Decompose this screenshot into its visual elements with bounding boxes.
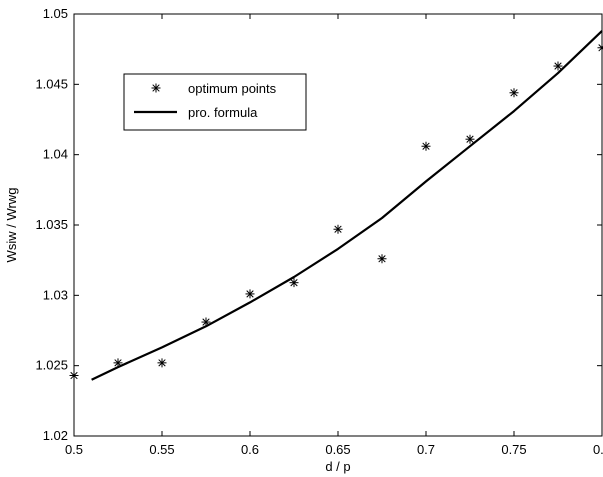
data-point-optimum: [553, 61, 563, 71]
data-point-optimum: [597, 43, 603, 53]
y-axis-label: Wsiw / Wrwg: [4, 188, 19, 263]
data-point-optimum: [333, 224, 343, 234]
y-tick-label: 1.03: [43, 287, 68, 302]
data-point-optimum: [509, 88, 519, 98]
legend-asterisk-icon: [151, 83, 161, 93]
data-point-optimum: [465, 134, 475, 144]
series-line-pro-formula: [91, 30, 603, 381]
x-tick-label: 0.6: [241, 442, 259, 457]
y-axis: 1.02 1.025 1.03 1.035 1.04 1.045 1.05: [35, 6, 602, 443]
x-tick-label: 0.65: [325, 442, 350, 457]
x-tick-label: 0.75: [501, 442, 526, 457]
y-tick-label: 1.035: [35, 217, 68, 232]
x-tick-label: 0.55: [149, 442, 174, 457]
x-axis-label: d / p: [325, 459, 350, 474]
y-tick-label: 1.05: [43, 6, 68, 21]
x-tick-label: 0.5: [65, 442, 83, 457]
data-point-optimum: [377, 254, 387, 264]
x-tick-label: 0.7: [417, 442, 435, 457]
y-tick-label: 1.045: [35, 76, 68, 91]
x-axis: 0.5 0.55 0.6 0.65 0.7 0.75 0.8: [65, 14, 603, 457]
x-tick-label: 0.8: [593, 442, 603, 457]
data-point-optimum: [245, 289, 255, 299]
series-layer: [69, 30, 603, 381]
legend-box: [123, 73, 307, 131]
data-point-optimum: [421, 141, 431, 151]
y-tick-label: 1.025: [35, 358, 68, 373]
y-tick-label: 1.02: [43, 428, 68, 443]
legend-label-optimum-points: optimum points: [188, 81, 277, 96]
y-tick-label: 1.04: [43, 147, 68, 162]
data-point-optimum: [289, 278, 299, 288]
legend: optimum points pro. formula: [123, 73, 307, 131]
data-point-optimum: [157, 358, 167, 368]
legend-label-pro-formula: pro. formula: [188, 105, 258, 120]
legend-marker-optimum-points: [151, 83, 161, 93]
data-point-optimum: [69, 371, 79, 381]
